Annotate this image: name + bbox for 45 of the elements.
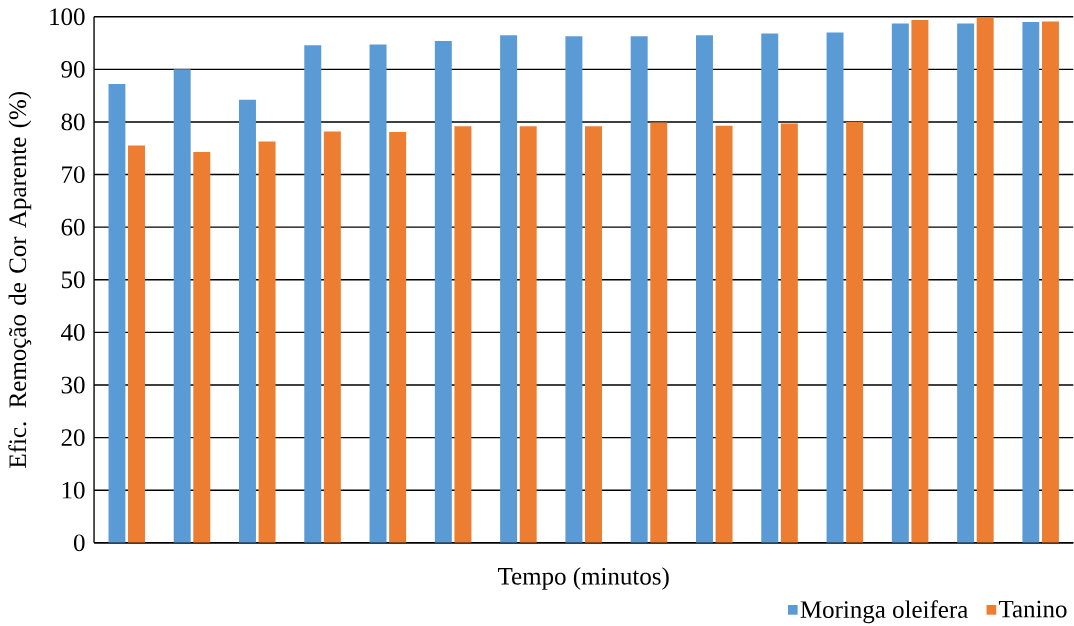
bar — [695, 35, 713, 543]
bar — [323, 131, 341, 543]
bar — [173, 69, 191, 543]
bar — [780, 123, 798, 543]
bar — [434, 40, 452, 543]
y-tick-label: 80 — [61, 113, 85, 131]
legend-label: Tanino — [998, 600, 1067, 618]
bar — [585, 126, 602, 543]
bar — [957, 23, 975, 543]
bar — [304, 45, 322, 543]
bar — [128, 145, 145, 543]
legend-label: Moringa oleifera — [800, 600, 968, 624]
y-tick-label: 20 — [61, 429, 85, 446]
y-tick-label: 0 — [73, 534, 85, 552]
y-tick-label: 60 — [61, 218, 85, 236]
bar — [761, 33, 779, 543]
y-axis-title: Efic. Remoção de Cor Aparente (%) — [8, 91, 32, 468]
y-tick-label: 50 — [62, 271, 85, 289]
bar — [389, 131, 407, 543]
y-tick-label: 40 — [61, 323, 85, 341]
bar — [369, 44, 387, 543]
bar — [715, 125, 733, 543]
bar — [1041, 21, 1059, 543]
bar — [630, 36, 648, 543]
y-tick-label: 10 — [62, 481, 85, 499]
bar — [976, 17, 994, 543]
y-tick-label: 70 — [62, 166, 85, 183]
bar — [565, 36, 583, 543]
bar — [193, 151, 211, 543]
bar — [826, 32, 844, 543]
y-tick-label: 90 — [61, 60, 85, 78]
bar — [891, 23, 909, 543]
bar — [454, 126, 472, 543]
x-axis-title: Tempo (minutos) — [498, 567, 669, 590]
bar — [500, 35, 518, 543]
bar — [650, 122, 668, 543]
bar — [911, 19, 929, 543]
y-tick-label: 30 — [61, 376, 85, 394]
bar — [846, 121, 864, 543]
bar — [1022, 21, 1040, 543]
bar — [238, 99, 256, 543]
bar — [258, 141, 276, 543]
bar — [519, 126, 537, 543]
bar — [108, 84, 126, 543]
y-tick-label: 100 — [50, 8, 85, 26]
